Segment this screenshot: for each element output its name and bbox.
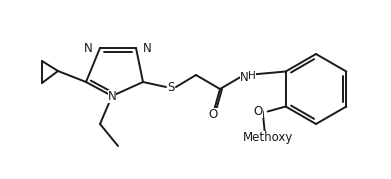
Text: H: H — [248, 71, 256, 81]
Text: Methoxy: Methoxy — [242, 131, 293, 144]
Text: N: N — [240, 71, 248, 84]
Text: N: N — [108, 90, 117, 103]
Text: N: N — [143, 42, 152, 54]
Text: N: N — [84, 42, 93, 54]
Text: O: O — [208, 108, 218, 121]
Text: S: S — [167, 81, 175, 93]
Text: O: O — [253, 105, 263, 118]
